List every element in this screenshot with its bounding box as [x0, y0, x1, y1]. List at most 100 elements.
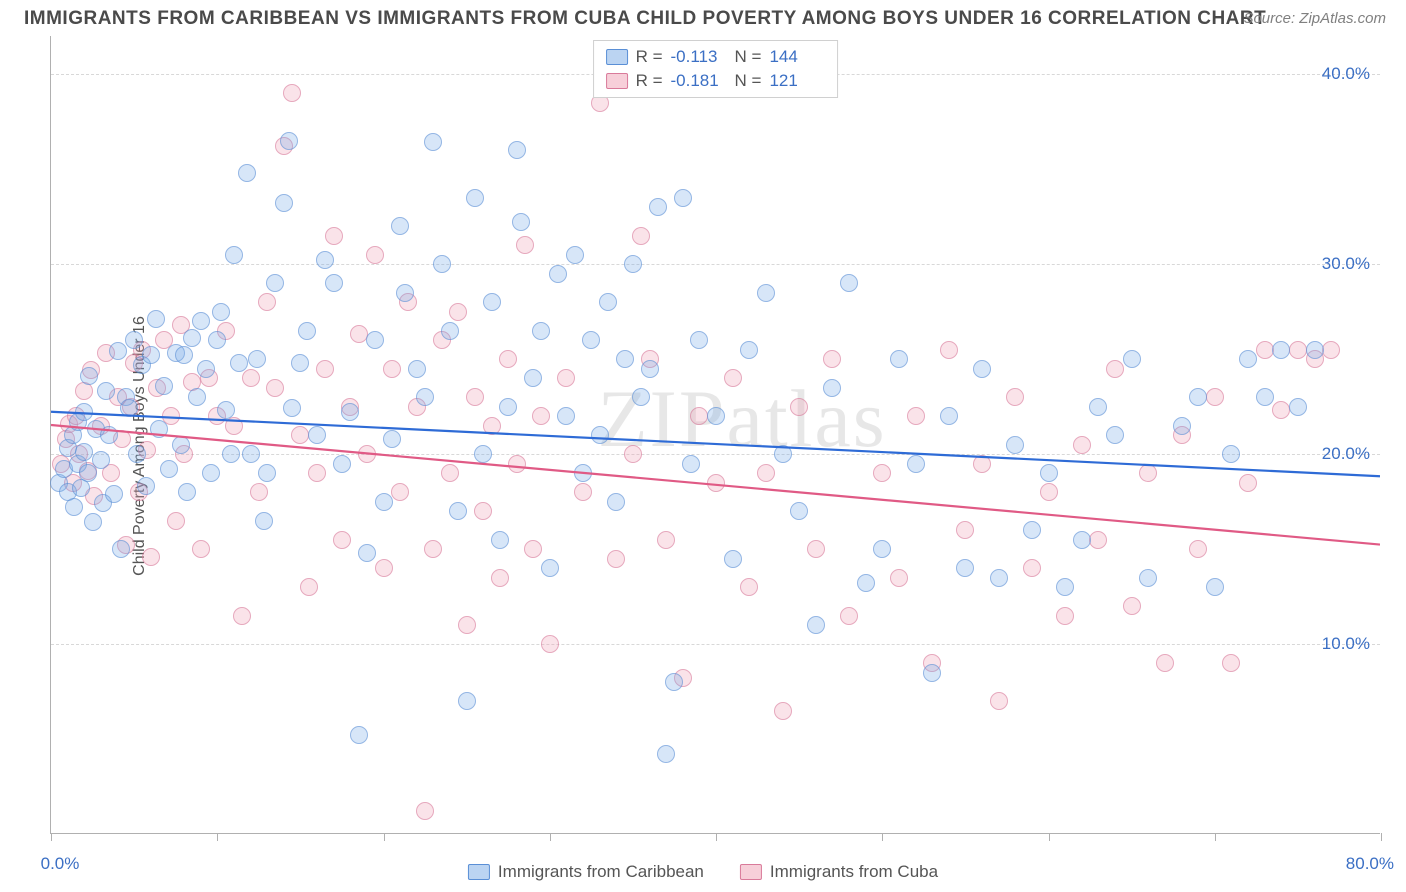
data-point: [532, 322, 550, 340]
data-point: [1073, 531, 1091, 549]
data-point: [258, 293, 276, 311]
n-label: N =: [735, 47, 762, 67]
data-point: [350, 325, 368, 343]
data-point: [1189, 388, 1207, 406]
data-point: [757, 464, 775, 482]
data-point: [990, 569, 1008, 587]
data-point: [250, 483, 268, 501]
data-point: [524, 540, 542, 558]
source-attribution: Source: ZipAtlas.com: [1243, 10, 1386, 27]
data-point: [774, 702, 792, 720]
legend-label-caribbean: Immigrants from Caribbean: [498, 862, 704, 882]
data-point: [649, 198, 667, 216]
data-point: [112, 540, 130, 558]
data-point: [325, 227, 343, 245]
data-point: [657, 531, 675, 549]
data-point: [632, 388, 650, 406]
data-point: [333, 531, 351, 549]
data-point: [499, 398, 517, 416]
data-point: [940, 407, 958, 425]
data-point: [624, 255, 642, 273]
data-point: [807, 540, 825, 558]
data-point: [75, 443, 93, 461]
legend-row-caribbean: R = -0.113 N = 144: [606, 45, 826, 69]
data-point: [291, 426, 309, 444]
data-point: [416, 802, 434, 820]
data-point: [291, 354, 309, 372]
data-point: [466, 388, 484, 406]
data-point: [1256, 341, 1274, 359]
data-point: [192, 312, 210, 330]
data-point: [84, 513, 102, 531]
data-point: [707, 407, 725, 425]
data-point: [416, 388, 434, 406]
data-point: [1256, 388, 1274, 406]
data-point: [1006, 436, 1024, 454]
swatch-caribbean: [606, 49, 628, 65]
y-tick-label: 20.0%: [1322, 444, 1370, 464]
data-point: [973, 360, 991, 378]
data-point: [973, 455, 991, 473]
data-point: [682, 455, 700, 473]
data-point: [316, 251, 334, 269]
data-point: [557, 369, 575, 387]
data-point: [690, 407, 708, 425]
data-point: [308, 426, 326, 444]
data-point: [225, 246, 243, 264]
data-point: [283, 84, 301, 102]
data-point: [1006, 388, 1024, 406]
data-point: [857, 574, 875, 592]
data-point: [375, 493, 393, 511]
data-point: [366, 331, 384, 349]
data-point: [1106, 426, 1124, 444]
data-point: [724, 369, 742, 387]
data-point: [516, 236, 534, 254]
data-point: [105, 485, 123, 503]
data-point: [167, 512, 185, 530]
data-point: [217, 401, 235, 419]
data-point: [549, 265, 567, 283]
data-point: [757, 284, 775, 302]
data-point: [458, 616, 476, 634]
data-point: [424, 540, 442, 558]
data-point: [907, 407, 925, 425]
data-point: [358, 445, 376, 463]
data-point: [308, 464, 326, 482]
data-point: [599, 293, 617, 311]
data-point: [1289, 398, 1307, 416]
y-tick-label: 30.0%: [1322, 254, 1370, 274]
data-point: [740, 341, 758, 359]
y-tick-label: 40.0%: [1322, 64, 1370, 84]
data-point: [1023, 559, 1041, 577]
data-point: [283, 399, 301, 417]
data-point: [823, 379, 841, 397]
data-point: [280, 132, 298, 150]
data-point: [142, 548, 160, 566]
data-point: [408, 360, 426, 378]
data-point: [840, 274, 858, 292]
data-point: [175, 346, 193, 364]
data-point: [92, 451, 110, 469]
data-point: [128, 445, 146, 463]
data-point: [79, 464, 97, 482]
data-point: [574, 483, 592, 501]
data-point: [155, 377, 173, 395]
data-point: [940, 341, 958, 359]
data-point: [366, 246, 384, 264]
data-point: [582, 331, 600, 349]
data-point: [120, 399, 138, 417]
data-point: [192, 540, 210, 558]
data-point: [125, 331, 143, 349]
data-point: [424, 133, 442, 151]
data-point: [242, 369, 260, 387]
data-point: [607, 493, 625, 511]
data-point: [657, 745, 675, 763]
data-point: [624, 445, 642, 463]
r-value-caribbean: -0.113: [671, 47, 727, 67]
data-point: [508, 455, 526, 473]
data-point: [956, 559, 974, 577]
y-tick-label: 10.0%: [1322, 634, 1370, 654]
n-label: N =: [735, 71, 762, 91]
data-point: [665, 673, 683, 691]
data-point: [532, 407, 550, 425]
